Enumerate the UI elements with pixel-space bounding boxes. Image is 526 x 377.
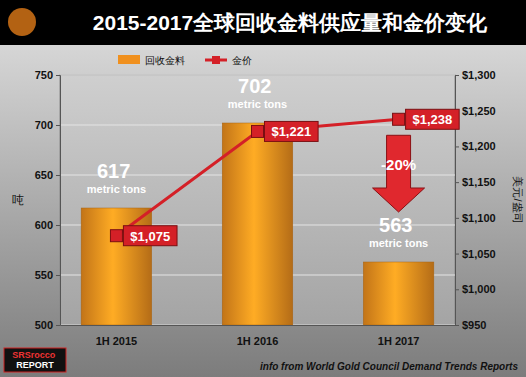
tick: 700 (35, 119, 60, 131)
tick: 1H 2017 (378, 325, 420, 347)
source-note: info from World Gold Council Demand Tren… (260, 361, 518, 372)
label-box (406, 109, 460, 129)
tick-mark (56, 75, 60, 76)
logo-text: SRSrocco REPORT (12, 350, 58, 370)
tick-label: 750 (35, 69, 53, 81)
tick: 1H 2016 (237, 325, 279, 347)
tick-label: 1H 2016 (237, 335, 279, 347)
title: 2015-2017全球回收金料供应量和金价变化 (93, 11, 488, 34)
tick-mark (455, 75, 459, 76)
tick-label: 1H 2017 (378, 335, 420, 347)
plot-marks (81, 113, 434, 325)
tick-mark (455, 218, 459, 219)
tick-label: $1,000 (462, 283, 496, 295)
legend-marker (212, 56, 220, 64)
y2-axis-title: 美元/盎司 (512, 176, 524, 223)
axis-line (61, 325, 456, 326)
line-label: $1,075 (130, 229, 170, 244)
tick: $1,300 (455, 69, 496, 81)
y-axis: 500 550 600 650 700 750 (35, 69, 61, 331)
tick-label: $1,250 (462, 105, 496, 117)
tick-label: $950 (462, 319, 486, 331)
tick: $1,250 (455, 105, 496, 117)
tick: $1,150 (455, 176, 496, 188)
legend-swatch (118, 55, 140, 64)
bar (363, 262, 434, 325)
data-labels: 617 metric tons 702 metric tons 563 metric… (87, 75, 459, 249)
tick-label: $1,200 (462, 140, 496, 152)
tick: $1,100 (455, 212, 496, 224)
tick-mark (56, 325, 60, 326)
annotation-arrow (373, 135, 425, 212)
tick-label: $1,300 (462, 69, 496, 81)
tick-mark (455, 182, 459, 183)
marker (252, 125, 264, 137)
line-label: $1,238 (412, 112, 452, 127)
tick-label: $1,050 (462, 248, 496, 260)
label-box (123, 226, 177, 246)
tick-mark (56, 175, 60, 176)
legend: 回收金料 金价 (118, 55, 252, 66)
tick-label: $1,100 (462, 212, 496, 224)
tick: $1,050 (455, 248, 496, 260)
tick: 1H 2015 (96, 325, 138, 347)
tick-mark (455, 254, 459, 255)
tick: 750 (35, 69, 60, 81)
plot-area (60, 75, 455, 325)
line-label: $1,221 (271, 124, 311, 139)
bar-label: 563 metric tons (369, 214, 428, 249)
tick: $950 (455, 319, 486, 331)
bar-label: 702 metric tons (228, 75, 287, 110)
tick-label: 700 (35, 119, 53, 131)
tick-mark (455, 289, 459, 290)
title-icon (8, 8, 36, 36)
chart-svg: 2015-2017全球回收金料供应量和金价变化 500 550 600 650 700 75… (0, 0, 526, 377)
bar (222, 123, 293, 325)
tick-label: 1H 2015 (96, 335, 138, 347)
legend-label: 回收金料 (145, 55, 185, 66)
annotation-text: -20% (381, 156, 416, 173)
bar-label: 617 metric tons (87, 160, 146, 195)
tick-mark (455, 146, 459, 147)
axis-line (56, 76, 61, 326)
y2-axis: $950 $1,000 $1,050 $1,100 $1,150 $1,200 $1,250… (455, 69, 496, 331)
label-box (265, 121, 319, 141)
tick: 600 (35, 219, 60, 231)
tick-label: $1,150 (462, 176, 496, 188)
tick-mark (56, 275, 60, 276)
title-band (0, 0, 526, 45)
legend-label: 金价 (232, 55, 252, 66)
tick: 500 (35, 319, 60, 331)
background (0, 45, 526, 377)
tick-label: 550 (35, 269, 53, 281)
y-axis-title: 吨 (12, 193, 24, 207)
marker (393, 113, 405, 125)
tick: 650 (35, 169, 60, 181)
tick-mark (455, 325, 459, 326)
tick-mark (56, 125, 60, 126)
tick: $1,200 (455, 140, 496, 152)
marker (110, 230, 122, 242)
tick: 550 (35, 269, 60, 281)
x-axis: 1H 2015 1H 2016 1H 2017 (61, 325, 456, 347)
tick-label: 650 (35, 169, 53, 181)
tick-label: 600 (35, 219, 53, 231)
tick-mark (56, 225, 60, 226)
logo-box (4, 348, 66, 372)
tick: $1,000 (455, 283, 496, 295)
tick-label: 500 (35, 319, 53, 331)
line (116, 119, 398, 235)
grid (60, 75, 455, 325)
